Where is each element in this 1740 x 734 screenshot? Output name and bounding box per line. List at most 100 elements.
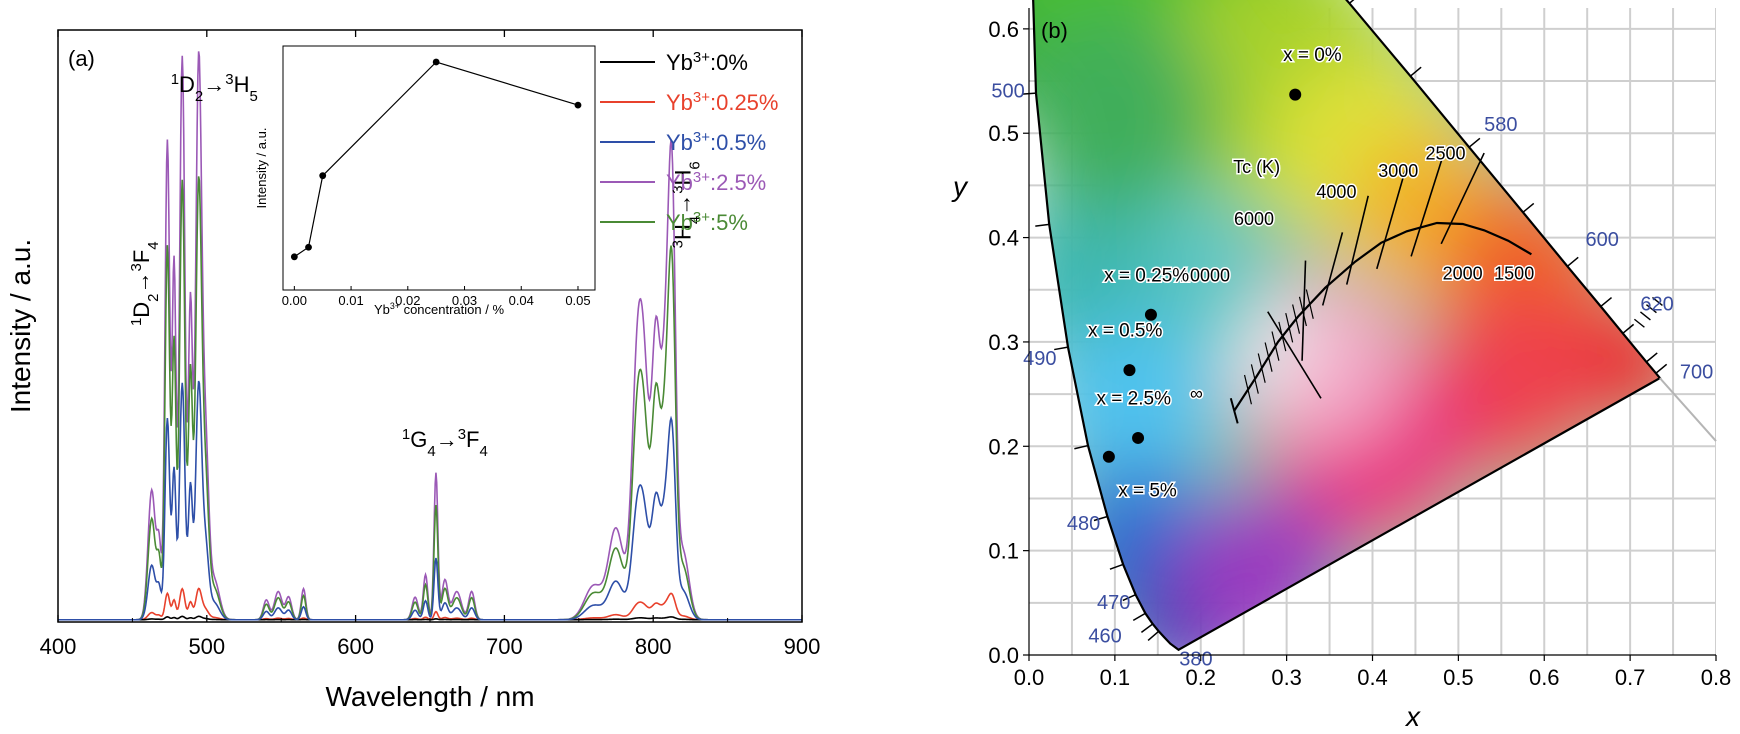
wavelength-label-480: 480 (1067, 513, 1100, 535)
locus-tick (1622, 323, 1635, 334)
planck-minor-tick (1250, 364, 1259, 394)
locus-tick (1600, 296, 1613, 308)
inset-chart: 0.00 0.01 0.02 0.03 0.04 0.05 Yb3+ concentrat… (254, 45, 596, 317)
isotherm-1 (1301, 260, 1307, 361)
planck-end-cap (1229, 398, 1239, 424)
inset-point-4 (574, 101, 582, 109)
spectrum-x-tick-label: 400 (40, 634, 77, 659)
cct-title: Tc (K) (1233, 157, 1280, 177)
locus-tick (1655, 363, 1668, 374)
cie-point-label-0: x = 0% (1283, 45, 1342, 66)
wavelength-label-600: 600 (1585, 229, 1618, 251)
legend-label-1: Yb3+:0.25% (666, 89, 778, 116)
locus-tick (1522, 202, 1535, 213)
spectral-locus (1032, 0, 1662, 652)
wavelength-label-490: 490 (1023, 348, 1056, 370)
cie-panel-label: (b) (1041, 18, 1068, 43)
cie-y-tick-label: 0.4 (988, 226, 1019, 251)
inset-y-axis-label: Intensity / a.u. (254, 128, 269, 209)
cie-y-tick-label: 0.6 (988, 17, 1019, 42)
planck-minor-tick (1305, 289, 1314, 319)
cct-label-4: 2500 (1425, 143, 1465, 163)
inset-x-tick-label: 0.04 (509, 293, 534, 308)
cie-data-points: x = 0% x = 0.25% x = 0.5% x = 2.5% x = 5% (1086, 44, 1343, 503)
planck-minor-tick (1257, 353, 1266, 383)
isotherm-0 (1267, 311, 1322, 399)
isotherm-4 (1376, 164, 1408, 270)
transition-label-0: 1D2→3H5 (171, 71, 258, 105)
inset-x-tick-label: 0.01 (338, 293, 363, 308)
locus-tick (1147, 630, 1160, 642)
spectrum-panel-label: (a) (68, 46, 95, 71)
inset-plot: 0.00 0.01 0.02 0.03 0.04 0.05 (282, 58, 591, 308)
locus-tick (1645, 352, 1658, 363)
spectrum-line-4 (58, 176, 802, 621)
cie-x-tick-label: 0.3 (1271, 665, 1302, 690)
locus-tick (1054, 346, 1069, 351)
inset-point-3 (432, 58, 440, 66)
wavelength-label-380: 380 (1179, 648, 1212, 670)
inset-x-tick-label: 0.03 (452, 293, 477, 308)
transition-label-1: 1D2→3F4 (127, 241, 161, 326)
legend-label-4: Yb3+:5% (666, 209, 748, 236)
locus-tick (1409, 66, 1422, 77)
planckian-locus: 10000 6000 4000 3000 2500 2000 1500 ∞ Tc (K) (1179, 142, 1536, 424)
planck-minor-tick (1292, 304, 1301, 334)
inset-x-tick-label: 0.02 (395, 293, 420, 308)
cie-x-tick-label: 0.8 (1701, 665, 1732, 690)
planckian-curve (1233, 221, 1532, 412)
cie-point-4 (1102, 450, 1115, 463)
locus-tick-red (1652, 296, 1663, 306)
cct-label-0: 10000 (1180, 265, 1230, 285)
cie-ticks: 0.0 0.1 0.2 0.3 0.4 0.5 0.6 0.7 0.8 0.0 0.1 0.2 0.3 0… (988, 17, 1731, 690)
inset-x-tick-label: 0.00 (282, 293, 307, 308)
cie-point-0 (1289, 88, 1302, 101)
wavelength-label-700: 700 (1680, 361, 1713, 383)
locus-tick (1035, 223, 1050, 227)
cie-panel: 380 460 470 480 490 500 580 600 620 700 10000 6000… (951, 0, 1731, 732)
isotherm-2 (1321, 232, 1344, 306)
spectrum-x-tick-label: 500 (188, 634, 225, 659)
transition-label-2: 1G4→3F4 (402, 426, 488, 460)
cie-point-label-3: x = 2.5% (1097, 389, 1172, 410)
spectrum-x-axis-label: Wavelength / nm (325, 681, 534, 712)
cct-label-3: 3000 (1378, 161, 1418, 181)
cie-x-tick-label: 0.4 (1357, 665, 1388, 690)
spectrum-line-2 (58, 380, 802, 621)
inset-frame (282, 45, 596, 291)
inset-point-2 (319, 172, 327, 180)
spectrum-x-tick-label: 900 (784, 634, 821, 659)
cie-point-label-1: x = 0.25% (1104, 265, 1189, 286)
gamut-blob-17 (1032, 9, 1219, 216)
locus-tick (1093, 515, 1108, 522)
cie-x-tick-label: 0.5 (1443, 665, 1474, 690)
cie-x-axis-label: x (1404, 701, 1421, 732)
cie-y-tick-label: 0.3 (988, 330, 1019, 355)
legend-label-0: Yb3+:0% (666, 49, 748, 76)
cct-label-6: 1500 (1494, 263, 1534, 283)
spectrum-x-tick-label: 800 (635, 634, 672, 659)
planck-minor-tick (1271, 331, 1280, 361)
transition-label-3: 3H4→3H6 (669, 161, 703, 248)
gamut-blob-16 (1174, 485, 1347, 650)
spectrum-panel: 400 500 600 700 800 900 Wavelength / nm Inten… (5, 29, 821, 712)
inset-x-axis-label: Yb3+ concentration / % (374, 301, 504, 317)
locus-tick (1140, 623, 1154, 633)
planck-minor-tick (1285, 313, 1294, 343)
locus-tick (1468, 137, 1481, 148)
planck-minor-tick (1243, 374, 1253, 405)
spectrum-y-axis-label: Intensity / a.u. (5, 239, 36, 413)
cie-x-tick-label: 0.7 (1615, 665, 1646, 690)
cie-point-1 (1144, 308, 1157, 321)
planck-minor-tick (1264, 342, 1273, 372)
isotherm-3 (1345, 195, 1369, 285)
locus-tick-red (1633, 318, 1645, 328)
wavelength-label-620: 620 (1640, 294, 1673, 316)
cie-y-tick-label: 0.2 (988, 434, 1019, 459)
spectrum-legend: Yb3+:0% Yb3+:0.25% Yb3+:0.5% Yb3+:2.5% Yb3+:… (600, 49, 778, 236)
cie-y-tick-label: 0.0 (988, 643, 1019, 668)
spectrum-x-tick-label: 600 (337, 634, 374, 659)
cie-x-tick-label: 0.0 (1014, 665, 1045, 690)
spectral-locus-ticks: 380 460 470 480 490 500 580 600 620 700 (991, 0, 1713, 670)
cie-point-label-4: x = 5% (1118, 480, 1177, 501)
